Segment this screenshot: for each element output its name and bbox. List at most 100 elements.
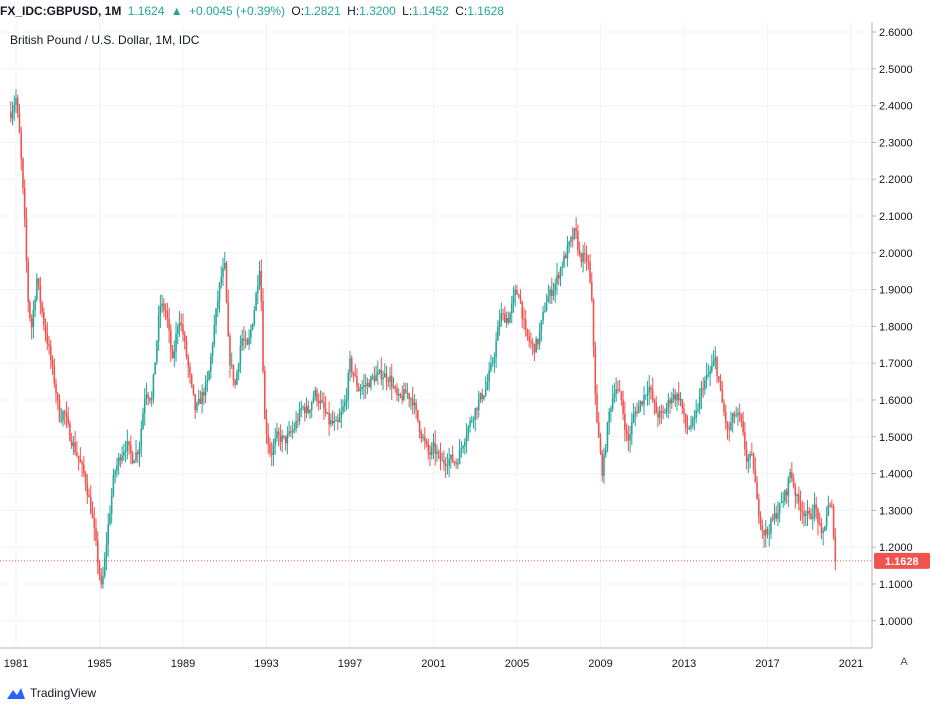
candle-body — [643, 395, 645, 405]
price-chart[interactable]: British Pound / U.S. Dollar, 1M, IDC 2.6… — [0, 22, 932, 676]
candle-body — [43, 312, 45, 326]
candle-body — [690, 425, 692, 428]
candle-body — [49, 346, 52, 361]
candle-body — [763, 529, 765, 536]
candle-body — [758, 499, 760, 517]
candle-body — [356, 376, 358, 387]
close-label: C: — [455, 4, 468, 18]
candle-body — [636, 411, 638, 413]
symbol-title[interactable]: FX_IDC:GBPUSD, 1M — [0, 4, 122, 18]
price-tick-label: 1.5000 — [879, 432, 913, 444]
candle-body — [413, 402, 416, 406]
low-label: L: — [402, 4, 413, 18]
candle-body — [604, 449, 607, 456]
candle-body — [206, 380, 209, 383]
price-axis[interactable]: 2.6000 2.5000 2.4000 2.3000 2.2000 2.1000 2.00… — [872, 27, 913, 628]
candle-body — [723, 402, 725, 413]
candle-body — [827, 504, 830, 516]
price-tick-label: 1.8000 — [879, 321, 913, 333]
candle-body — [566, 245, 569, 259]
candle-body — [331, 420, 334, 424]
candle-body — [220, 276, 223, 284]
candle-body — [448, 458, 450, 466]
candle-body — [112, 474, 115, 496]
candle-body — [274, 438, 276, 446]
candle-body — [216, 300, 219, 309]
candle-body — [514, 289, 517, 296]
candle-body — [350, 358, 353, 372]
candle-body — [279, 435, 282, 443]
time-tick-label: 1997 — [338, 658, 362, 670]
price-tick-label: 1.9000 — [879, 285, 913, 297]
candle-body — [392, 386, 395, 388]
candle-body — [832, 506, 835, 537]
candle-body — [778, 503, 781, 514]
candle-body — [822, 530, 824, 533]
candle-body — [37, 278, 40, 286]
candle-body — [319, 400, 322, 404]
candle-body — [427, 443, 430, 452]
footer-brand[interactable]: TradingView — [6, 682, 96, 704]
candle-body — [770, 518, 772, 534]
price-tick-label: 1.6000 — [879, 395, 913, 407]
candle-body — [547, 296, 550, 303]
candle-body — [441, 460, 443, 462]
candle-body — [22, 158, 24, 189]
candle-body — [530, 340, 532, 343]
candle-body — [629, 434, 631, 441]
candle-body — [465, 435, 468, 442]
time-tick-label: 1985 — [87, 658, 111, 670]
candle-body — [825, 515, 828, 527]
candle-body — [740, 414, 743, 421]
last-price-badge-label: 1.1628 — [885, 556, 919, 568]
candle-body — [295, 420, 297, 429]
candle-body — [695, 410, 697, 418]
time-axis[interactable]: 1981 1985 1989 1993 1997 2001 2005 2009 2013 2017… — [4, 658, 863, 670]
candle-body — [197, 398, 200, 404]
candle-body — [639, 401, 642, 406]
candle-body — [290, 431, 292, 433]
candle-body — [312, 396, 315, 403]
candle-body — [455, 462, 457, 464]
candle-body — [698, 396, 701, 410]
candle-body — [556, 275, 558, 284]
candle-body — [490, 363, 492, 371]
candle-body — [246, 339, 249, 345]
candle-body — [537, 338, 539, 345]
candle-body — [717, 376, 720, 381]
time-tick-label: 2001 — [421, 658, 445, 670]
candle-body — [453, 461, 456, 463]
open-value: 1.2821 — [304, 4, 341, 18]
candle-body — [359, 389, 362, 391]
brand-name: TradingView — [30, 686, 97, 700]
candle-body — [276, 431, 278, 439]
candle-body — [611, 397, 614, 409]
candle-body — [641, 401, 644, 405]
candle-body — [738, 412, 741, 415]
chart-area[interactable]: British Pound / U.S. Dollar, 1M, IDC 2.6… — [0, 22, 932, 676]
candle-body — [794, 486, 797, 497]
candle-body — [237, 363, 240, 373]
candle-body — [117, 457, 120, 466]
candle-body — [507, 317, 510, 323]
candle-body — [182, 324, 184, 335]
candle-body — [383, 373, 386, 378]
candle-body — [250, 329, 252, 338]
candle-body — [152, 374, 155, 399]
low-value: 1.1452 — [412, 4, 449, 18]
candle-body — [747, 457, 750, 462]
candle-body — [799, 502, 802, 511]
candle-body — [824, 526, 826, 531]
candle-body — [281, 435, 283, 443]
candle-body — [230, 364, 233, 366]
candle-body — [338, 417, 341, 423]
candle-body — [617, 389, 619, 391]
candle-body — [187, 356, 190, 367]
candle-body — [587, 261, 590, 263]
candle-body — [65, 412, 68, 417]
candle-body — [646, 392, 649, 396]
auto-scale-button[interactable]: A — [900, 656, 908, 668]
price-tick-label: 1.3000 — [879, 505, 913, 517]
candle-body — [834, 536, 837, 561]
high-label: H: — [347, 4, 360, 18]
